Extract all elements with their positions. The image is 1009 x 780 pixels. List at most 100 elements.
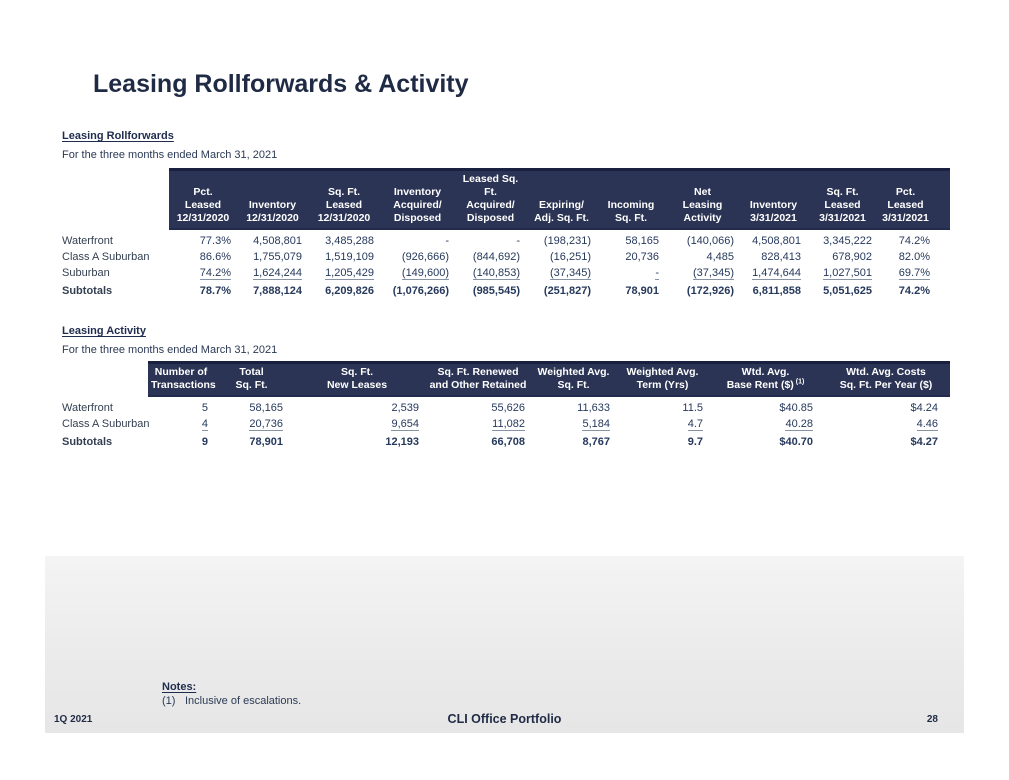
column-header: Total Sq. Ft. bbox=[214, 361, 289, 397]
value-cell: $40.70 bbox=[779, 436, 813, 448]
value-cell: 20,736 bbox=[249, 418, 283, 431]
column-header: Pct. Leased 12/31/2020 bbox=[169, 168, 237, 230]
notes-title: Notes: bbox=[162, 681, 197, 693]
value-cell: 2,539 bbox=[391, 402, 419, 414]
value-cell: 4,508,801 bbox=[752, 235, 801, 247]
column-header: Wtd. Avg. Base Rent ($) (1) bbox=[709, 361, 822, 397]
column-header: Sq. Ft. New Leases bbox=[289, 361, 425, 397]
value-cell: 78,901 bbox=[625, 285, 659, 297]
table-corner bbox=[62, 363, 148, 397]
value-cell: 9.7 bbox=[687, 436, 703, 448]
value-cell: (251,827) bbox=[543, 285, 591, 297]
value-cell: 82.0% bbox=[898, 251, 930, 263]
value-cell: 1,755,079 bbox=[253, 251, 302, 263]
column-header: Sq. Ft. Leased 12/31/2020 bbox=[308, 168, 380, 230]
value-cell: (37,345) bbox=[693, 267, 734, 280]
value-cell: (985,545) bbox=[472, 285, 520, 297]
value-cell: (198,231) bbox=[543, 235, 591, 247]
note-item: (1) Inclusive of escalations. bbox=[162, 695, 301, 707]
value-cell: (926,666) bbox=[401, 251, 449, 263]
column-header: Incoming Sq. Ft. bbox=[597, 168, 665, 230]
value-cell: (1,076,266) bbox=[392, 285, 449, 297]
column-header: Inventory 12/31/2020 bbox=[237, 168, 308, 230]
section-title-activity: Leasing Activity bbox=[62, 325, 146, 337]
footer-page-number: 28 bbox=[926, 714, 938, 725]
table-row: Subtotals 9 78,901 12,193 66,708 8,767 9.7 $40.… bbox=[62, 433, 950, 451]
value-cell: 828,413 bbox=[761, 251, 801, 263]
value-cell: 77.3% bbox=[199, 235, 231, 247]
value-cell: 3,345,222 bbox=[823, 235, 872, 247]
value-cell: 11,633 bbox=[577, 402, 610, 414]
row-label: Suburban bbox=[62, 267, 110, 279]
value-cell: 74.2% bbox=[199, 267, 231, 280]
column-header: Leased Sq. Ft. Acquired/ Disposed bbox=[455, 168, 526, 230]
value-cell: 11.5 bbox=[682, 402, 703, 414]
bottom-gray-panel bbox=[45, 556, 964, 733]
value-cell: 1,474,644 bbox=[752, 267, 801, 280]
value-cell: (140,066) bbox=[686, 235, 734, 247]
value-cell: 6,209,826 bbox=[325, 285, 374, 297]
table-row: Waterfront 77.3% 4,508,801 3,485,288 - - (198,… bbox=[62, 229, 950, 250]
value-cell: 86.6% bbox=[199, 251, 231, 263]
column-header: Sq. Ft. Renewed and Other Retained bbox=[425, 361, 531, 397]
value-cell: 1,519,109 bbox=[325, 251, 374, 263]
value-cell: 3,485,288 bbox=[325, 235, 374, 247]
column-header: Net Leasing Activity bbox=[665, 168, 740, 230]
table-row: Suburban 74.2% 1,624,244 1,205,429 (149,600)… bbox=[62, 266, 950, 282]
value-cell: (844,692) bbox=[472, 251, 520, 263]
column-header: Weighted Avg. Term (Yrs) bbox=[616, 361, 709, 397]
notes-block: Notes: (1) Inclusive of escalations. bbox=[162, 681, 301, 707]
value-cell: 8,767 bbox=[582, 436, 610, 448]
column-header: Pct. Leased 3/31/2021 bbox=[878, 168, 950, 230]
row-label: Class A Suburban bbox=[62, 251, 150, 263]
value-cell: 1,205,429 bbox=[325, 267, 374, 280]
section-title-rollforwards: Leasing Rollforwards bbox=[62, 130, 174, 142]
row-label: Class A Suburban bbox=[62, 418, 150, 430]
activity-header-row: Number of Transactions Total Sq. Ft. Sq. F… bbox=[62, 361, 950, 397]
rollforwards-table: Pct. Leased 12/31/2020 Inventory 12/31/20… bbox=[62, 168, 950, 300]
column-header: Inventory 3/31/2021 bbox=[740, 168, 807, 230]
value-cell: (140,853) bbox=[472, 267, 520, 280]
column-header: Expiring/ Adj. Sq. Ft. bbox=[526, 168, 597, 230]
table-row: Waterfront 5 58,165 2,539 55,626 11,633 11.5 $4… bbox=[62, 396, 950, 417]
value-cell: 55,626 bbox=[491, 402, 525, 414]
value-cell: 58,165 bbox=[249, 402, 283, 414]
value-cell: (149,600) bbox=[401, 267, 449, 280]
value-cell: 69.7% bbox=[898, 267, 930, 280]
value-cell: 40.28 bbox=[785, 418, 813, 431]
table-row: Subtotals 78.7% 7,888,124 6,209,826 (1,076,2… bbox=[62, 282, 950, 300]
table-corner bbox=[62, 170, 169, 230]
value-cell: (37,345) bbox=[550, 267, 591, 280]
value-cell: 4,508,801 bbox=[253, 235, 302, 247]
row-label: Waterfront bbox=[62, 234, 113, 247]
value-cell: 5,184 bbox=[582, 418, 610, 431]
footnote-marker: (1) bbox=[793, 378, 805, 386]
column-header: Sq. Ft. Leased 3/31/2021 bbox=[807, 168, 878, 230]
value-cell: 4.7 bbox=[687, 418, 703, 431]
value-cell: $4.27 bbox=[910, 436, 938, 448]
value-cell: 78.7% bbox=[199, 285, 231, 297]
value-cell: 5 bbox=[201, 402, 208, 414]
activity-table: Number of Transactions Total Sq. Ft. Sq. F… bbox=[62, 361, 950, 451]
value-cell: (172,926) bbox=[686, 285, 734, 297]
row-label: Subtotals bbox=[62, 285, 113, 297]
page-title: Leasing Rollforwards & Activity bbox=[93, 70, 469, 98]
rollforwards-header-row: Pct. Leased 12/31/2020 Inventory 12/31/20… bbox=[62, 168, 950, 230]
table-row: Class A Suburban 86.6% 1,755,079 1,519,109 (… bbox=[62, 250, 950, 266]
value-cell: 4.46 bbox=[916, 418, 938, 431]
value-cell: $40.85 bbox=[779, 402, 813, 414]
value-cell: 20,736 bbox=[625, 251, 659, 263]
value-cell: 1,624,244 bbox=[253, 267, 302, 280]
note-text: Inclusive of escalations. bbox=[185, 695, 302, 707]
column-header: Wtd. Avg. Costs Sq. Ft. Per Year ($) bbox=[822, 361, 950, 397]
value-cell: 74.2% bbox=[898, 285, 930, 297]
note-marker: (1) bbox=[162, 695, 176, 707]
table-row: Class A Suburban 4 20,736 9,654 11,082 5,184 4… bbox=[62, 417, 950, 433]
value-cell: 78,901 bbox=[249, 436, 283, 448]
value-cell: 4 bbox=[201, 418, 208, 431]
row-label: Subtotals bbox=[62, 436, 113, 448]
column-header: Inventory Acquired/ Disposed bbox=[380, 168, 455, 230]
value-cell: 74.2% bbox=[898, 235, 930, 247]
footer-portfolio-title: CLI Office Portfolio bbox=[447, 712, 562, 726]
